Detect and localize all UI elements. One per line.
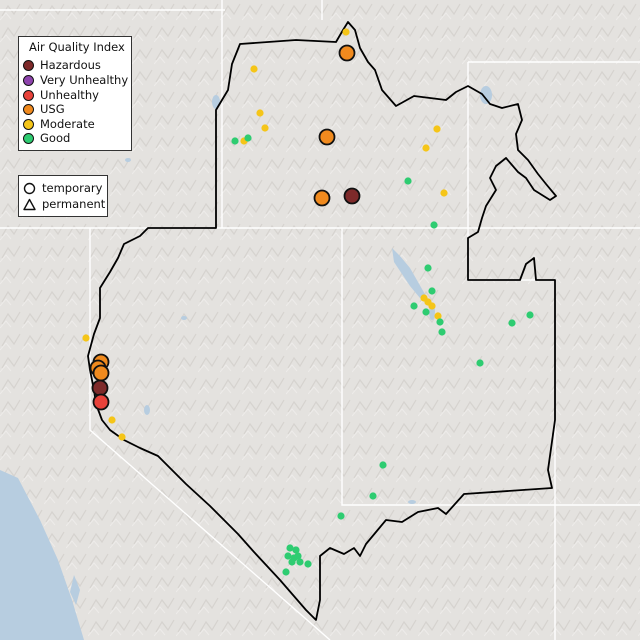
legend-item-hazardous: Hazardous <box>23 58 101 72</box>
temporary-monitor-marker[interactable] <box>313 189 331 207</box>
temporary-monitor-marker[interactable] <box>92 364 110 382</box>
monitor-marker[interactable] <box>250 65 258 73</box>
lake-tahoe <box>144 405 150 415</box>
monitor-marker[interactable] <box>286 544 294 552</box>
ocean <box>0 470 84 640</box>
monitor-marker[interactable] <box>296 558 304 566</box>
legend-swatch-unhealthy <box>23 89 34 101</box>
lake-4 <box>408 500 416 504</box>
monitor-marker[interactable] <box>428 287 436 295</box>
monitor-marker[interactable] <box>433 125 441 133</box>
monitor-marker[interactable] <box>342 28 350 36</box>
great-salt-lake <box>392 248 426 298</box>
legend-swatch-very-unhealthy <box>23 74 34 86</box>
triangle-icon <box>23 198 36 210</box>
legend-item-permanent: permanent <box>23 197 105 211</box>
monitor-marker[interactable] <box>438 328 446 336</box>
monitor-marker[interactable] <box>82 334 90 342</box>
monitor-marker[interactable] <box>404 177 412 185</box>
legend-label: Moderate <box>40 117 95 131</box>
legend-label: Good <box>40 131 71 145</box>
legend-label-permanent: permanent <box>42 197 106 211</box>
monitor-marker[interactable] <box>410 302 418 310</box>
monitor-marker[interactable] <box>526 311 534 319</box>
monitor-marker[interactable] <box>294 552 302 560</box>
monitor-marker[interactable] <box>422 144 430 152</box>
monitor-type-legend: temporary permanent <box>18 175 108 217</box>
monitor-marker[interactable] <box>108 416 116 424</box>
monitor-marker[interactable] <box>288 558 296 566</box>
monitor-marker[interactable] <box>304 560 312 568</box>
monitor-marker[interactable] <box>292 546 300 554</box>
legend-label: USG <box>40 102 65 116</box>
circle-icon <box>23 182 36 194</box>
legend-item-temporary: temporary <box>23 181 102 195</box>
monitor-marker[interactable] <box>428 302 436 310</box>
monitor-marker[interactable] <box>440 189 448 197</box>
legend-item-unhealthy: Unhealthy <box>23 88 99 102</box>
legend-item-very-unhealthy: Very Unhealthy <box>23 73 128 87</box>
monitor-marker[interactable] <box>282 568 290 576</box>
monitor-marker[interactable] <box>436 318 444 326</box>
monitor-marker[interactable] <box>424 264 432 272</box>
monitor-marker[interactable] <box>118 433 126 441</box>
aqi-legend: Air Quality Index Hazardous Very Unhealt… <box>18 36 132 151</box>
legend-label: Hazardous <box>40 58 101 72</box>
monitor-marker[interactable] <box>508 319 516 327</box>
legend-item-good: Good <box>23 131 70 145</box>
bay <box>70 575 80 605</box>
yellowstone-lake <box>480 86 492 104</box>
monitor-marker[interactable] <box>422 308 430 316</box>
monitor-marker[interactable] <box>430 221 438 229</box>
legend-swatch-moderate <box>23 118 34 130</box>
legend-swatch-good <box>23 132 34 144</box>
monitor-marker[interactable] <box>337 512 345 520</box>
legend-title: Air Quality Index <box>29 40 125 54</box>
legend-item-moderate: Moderate <box>23 117 95 131</box>
monitor-marker[interactable] <box>231 137 239 145</box>
monitor-marker[interactable] <box>284 552 292 560</box>
temporary-monitor-marker[interactable] <box>91 379 109 397</box>
lake-2 <box>125 158 131 162</box>
lake-3 <box>181 316 187 320</box>
monitor-marker[interactable] <box>256 109 264 117</box>
legend-label-temporary: temporary <box>42 181 103 195</box>
legend-swatch-hazardous <box>23 59 34 71</box>
monitor-marker[interactable] <box>369 492 377 500</box>
legend-label: Unhealthy <box>40 88 99 102</box>
monitor-marker[interactable] <box>261 124 269 132</box>
monitor-marker[interactable] <box>434 312 442 320</box>
temporary-monitor-marker[interactable] <box>338 44 356 62</box>
legend-item-usg: USG <box>23 102 65 116</box>
temporary-monitor-marker[interactable] <box>318 128 336 146</box>
legend-label: Very Unhealthy <box>40 73 129 87</box>
temporary-monitor-marker[interactable] <box>92 393 110 411</box>
legend-swatch-usg <box>23 103 34 115</box>
region-boundary <box>87 21 557 621</box>
monitor-marker[interactable] <box>476 359 484 367</box>
monitor-marker[interactable] <box>379 461 387 469</box>
monitor-marker[interactable] <box>244 134 252 142</box>
monitor-markers <box>82 28 534 576</box>
temporary-monitor-marker[interactable] <box>343 187 361 205</box>
